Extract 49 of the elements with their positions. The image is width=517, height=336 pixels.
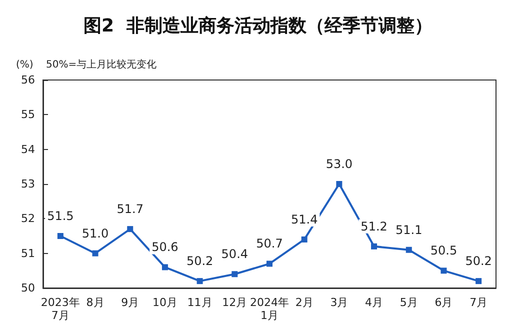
point	[266, 260, 272, 267]
data-label: 51.7	[116, 202, 144, 216]
text: 50%=与上月比较无变化	[46, 58, 157, 70]
y-axis-title: (%)	[16, 60, 34, 70]
point	[406, 246, 412, 253]
y-tick-label: 54	[21, 142, 35, 156]
y-tick-label: 53	[21, 178, 35, 190]
chart-title: 图2 非制造业商务活动指数（经季节调整）	[83, 16, 433, 36]
x-tick-label: 11月	[187, 296, 212, 309]
data-label: 51.2	[360, 219, 388, 234]
point	[127, 226, 134, 232]
data-label: 51.5	[47, 209, 74, 223]
x-tick-label: 4月	[365, 296, 384, 309]
point	[196, 278, 203, 284]
point	[440, 268, 447, 274]
x-tick-label: 12月	[222, 296, 248, 309]
point	[57, 233, 64, 239]
data-label: 51.1	[396, 222, 422, 237]
data-label: 50.5	[430, 244, 458, 258]
x-tick-label: 10月	[152, 296, 178, 309]
data-label: 51.4	[290, 212, 318, 226]
x-tick-label: 9月	[121, 296, 140, 309]
point	[336, 181, 342, 187]
y-tick-label: 50	[21, 282, 35, 294]
data-label: 53.0	[326, 157, 353, 171]
x-tick-label: 7月	[470, 296, 488, 309]
point	[371, 243, 378, 250]
data-label: 50.7	[256, 236, 283, 251]
data-label: 51.0	[82, 226, 109, 240]
data-label: 50.6	[152, 240, 178, 254]
point	[301, 236, 308, 242]
point	[92, 250, 98, 256]
x-tick-label: 5月	[400, 296, 418, 309]
x-tick-label: 2023年 7月	[40, 296, 80, 322]
y-tick-label: 51	[21, 246, 35, 260]
x-tick-label: 3月	[330, 296, 348, 309]
y-tick-label: 56	[21, 74, 35, 86]
y-tick-label: 55	[21, 108, 35, 122]
x-tick-label: 2月	[295, 296, 314, 309]
data-label: 50.4	[221, 247, 248, 262]
point	[162, 264, 168, 270]
x-tick-label: 6月	[434, 296, 453, 309]
x-tick-label: 8月	[86, 296, 104, 309]
y-tick-label: 52	[21, 212, 35, 226]
data-label: 50.2	[186, 254, 214, 268]
x-tick-label: 2024年 1月	[250, 296, 289, 322]
point	[232, 271, 238, 278]
point	[476, 278, 482, 284]
data-label: 50.2	[465, 254, 492, 268]
